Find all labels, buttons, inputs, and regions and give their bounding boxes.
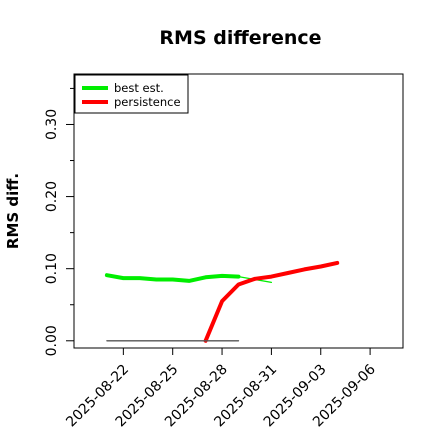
legend-label: best est. <box>114 81 164 95</box>
series-line-persistence <box>203 260 340 343</box>
y-tick-label: 0.00 <box>44 325 60 356</box>
legend-label: persistence <box>114 95 181 109</box>
y-tick-label: 0.30 <box>44 109 60 140</box>
y-tick-label: 0.20 <box>44 181 60 212</box>
chart-title: RMS difference <box>159 27 321 49</box>
plot-frame <box>73 73 404 349</box>
y-tick-label: 0.10 <box>44 253 60 284</box>
series-line-best-est <box>104 273 241 283</box>
y-axis-label: RMS diff. <box>4 173 22 249</box>
legend-box <box>74 74 189 114</box>
